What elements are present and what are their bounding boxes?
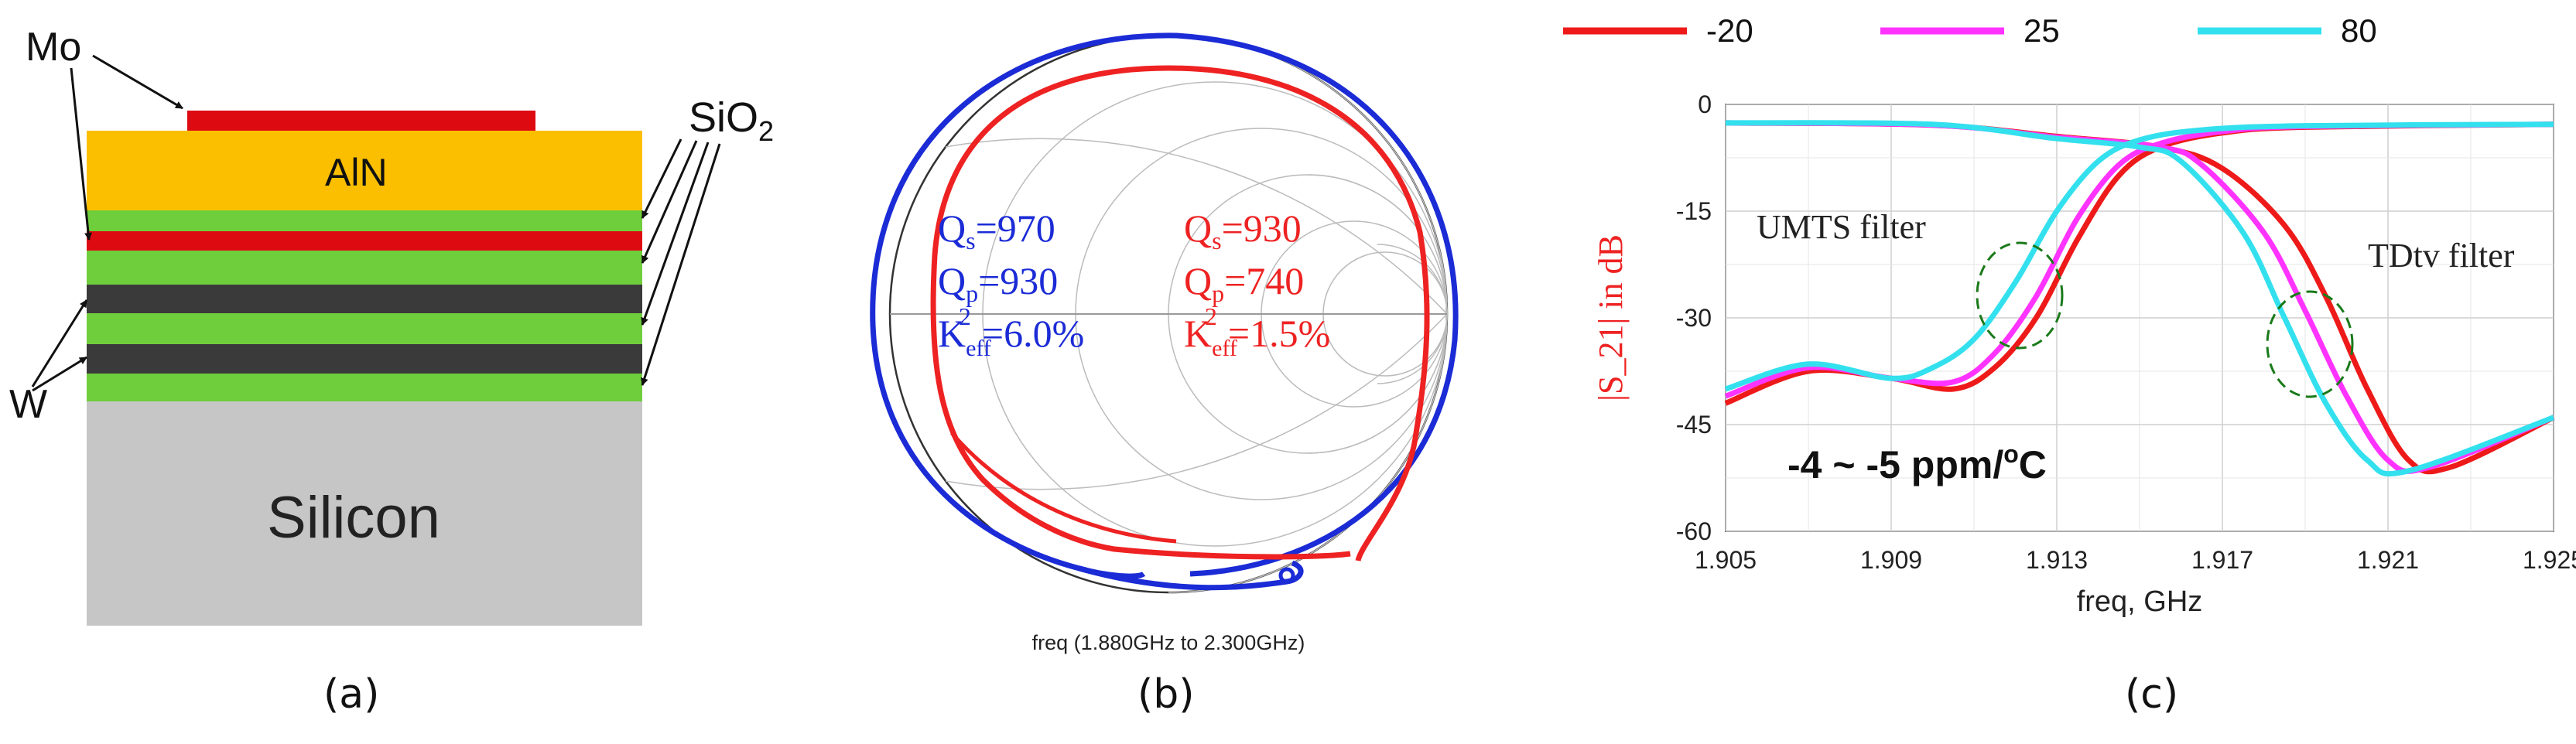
series-lines (1724, 120, 2555, 477)
caption-b: (b) (1137, 671, 1195, 718)
smith-chart: Qs=970 Qp=930 Keff2 =6.0% Qs=930 Qp=740 K… (870, 32, 1459, 654)
left-qs-label: Q (938, 206, 966, 250)
umts-highlight-circle (1976, 241, 2064, 350)
caption-a: (a) (323, 671, 380, 718)
freq-range-label: freq (1.880GHz to 2.300GHz) (1032, 631, 1305, 654)
sio2-layer-2 (87, 251, 642, 285)
right-qp-label: Q (1184, 259, 1212, 302)
svg-text:Qs=970: Qs=970 (938, 206, 1055, 254)
x-tick-label: 1.909 (1860, 546, 1922, 574)
legend-label-80: 80 (2341, 12, 2377, 49)
y-tick-label: -45 (1676, 411, 1712, 439)
tdtv-highlight-circle (2266, 290, 2354, 398)
silicon-substrate (87, 401, 642, 626)
temperature-coefficient-label: -4 ~ -5 ppm/oC (1787, 440, 2047, 486)
mo-label: Mo (26, 25, 81, 70)
right-annotation: Qs=930 Qp=740 Keff2 =1.5% (1184, 206, 1330, 361)
series-line-80-umts (1724, 121, 2554, 392)
blue-trace-tail (1079, 560, 1304, 591)
mo-bottom-electrode (87, 231, 642, 251)
svg-text:Qp=740: Qp=740 (1184, 259, 1304, 307)
s21-line-chart: -20 25 80 1.905 1.909 1.913 1.917 1.921 1.925 0 -… (1563, 12, 2576, 618)
grid-lines (1725, 104, 2554, 532)
chart-legend: -20 25 80 (1563, 12, 2377, 49)
y-tick-label: -30 (1676, 304, 1712, 332)
aln-label: AlN (325, 151, 388, 194)
panel-b: Qs=970 Qp=930 Keff2 =6.0% Qs=930 Qp=740 K… (774, 0, 1563, 740)
aln-layer (87, 131, 642, 210)
svg-text:Qp=930: Qp=930 (938, 259, 1058, 307)
layer-stack-diagram: Mo AlN Silicon SiO2 W (9, 25, 774, 626)
sio2-layer-4 (87, 374, 642, 401)
series-line-80-tdtv (1725, 120, 2555, 477)
left-qp-label: Q (938, 259, 966, 302)
y-axis-label: |S_21| in dB (1592, 234, 1630, 401)
svg-text:Qs=930: Qs=930 (1184, 206, 1302, 254)
sio2-label: SiO2 (689, 94, 774, 147)
umts-filter-label: UMTS filter (1757, 208, 1926, 246)
legend-label-25: 25 (2024, 12, 2060, 49)
sio2-layer-1 (87, 210, 642, 231)
y-tick-label: -15 (1676, 197, 1712, 225)
tdtv-filter-label: TDtv filter (2368, 237, 2515, 275)
red-trace-inner (950, 432, 1177, 544)
sio2-layer-3 (87, 313, 642, 344)
svg-text:Keff2=1.5%: Keff2 =1.5% (1184, 302, 1330, 361)
panel-a: Mo AlN Silicon SiO2 W (a) (0, 0, 774, 740)
pointer-arrows (31, 54, 721, 392)
svg-text:Keff2=6.0%: Keff2 =6.0% (938, 302, 1084, 361)
axis-ticks: 1.905 1.909 1.913 1.917 1.921 1.925 0 -15 -30 -45… (1676, 90, 2576, 574)
mo-top-electrode (187, 111, 535, 131)
y-tick-label: 0 (1698, 90, 1712, 118)
x-tick-label: 1.917 (2191, 546, 2253, 574)
w-layer-2 (87, 344, 642, 374)
x-tick-label: 1.913 (2026, 546, 2088, 574)
right-qs-label: Q (1184, 206, 1212, 250)
silicon-label: Silicon (267, 485, 440, 551)
red-resonance-trace (930, 65, 1430, 561)
y-tick-label: -60 (1676, 517, 1712, 545)
w-label: W (9, 382, 47, 427)
right-k-label: K (1184, 312, 1212, 355)
caption-c: (c) (2125, 671, 2179, 718)
x-axis-label: freq, GHz (2077, 585, 2203, 618)
x-tick-label: 1.921 (2357, 546, 2419, 574)
panel-c: -20 25 80 1.905 1.909 1.913 1.917 1.921 1.925 0 -… (1563, 0, 2576, 740)
x-tick-label: 1.925 (2523, 546, 2576, 574)
left-k-label: K (938, 312, 966, 355)
left-annotation: Qs=970 Qp=930 Keff2 =6.0% (938, 206, 1084, 361)
w-layer-1 (87, 285, 642, 313)
x-tick-label: 1.905 (1695, 546, 1757, 574)
blue-resonance-trace (870, 32, 1459, 579)
legend-label--20: -20 (1706, 12, 1753, 49)
